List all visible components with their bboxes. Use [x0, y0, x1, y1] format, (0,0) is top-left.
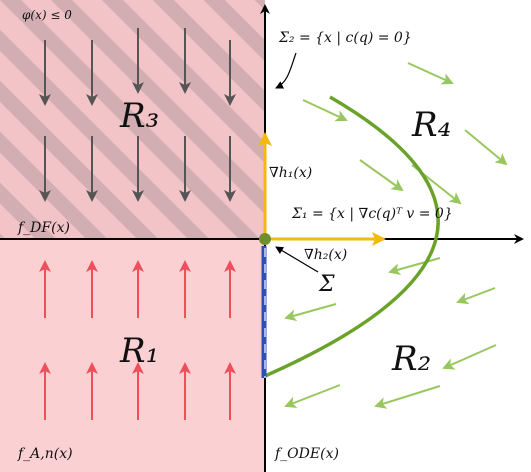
r3-flow-arrows — [39, 28, 236, 202]
flow-arrow — [442, 344, 497, 370]
sigma2-pointer — [275, 52, 297, 89]
grad-h1-label: ∇h₁(x) — [269, 165, 312, 181]
f-an-label: f_A,n(x) — [17, 446, 73, 462]
f-df-label: f_DF(x) — [17, 220, 70, 236]
phi-label: φ(x) ≤ 0 — [22, 8, 72, 22]
sigma-pointer — [275, 246, 319, 273]
flow-arrow — [456, 287, 496, 305]
flow-arrow — [374, 385, 441, 409]
flow-arrow — [284, 384, 341, 408]
flow-arrow — [359, 159, 404, 192]
flow-arrow — [302, 99, 348, 122]
region-r1-label: R₁ — [119, 331, 159, 371]
grad-h2-label: ∇h₂(x) — [304, 247, 347, 263]
sigma2-boundary-curve — [264, 95, 440, 378]
region-r4-label: R₄ — [411, 105, 451, 145]
flow-arrow — [464, 129, 508, 166]
flow-arrow — [388, 257, 441, 276]
flow-arrow — [407, 62, 454, 85]
sigma2-label: Σ₂ = {x | c(q) = 0} — [278, 30, 412, 46]
flow-arrow — [284, 303, 337, 322]
r1-flow-arrows — [39, 260, 236, 420]
sigma1-label: Σ₁ = {x | ∇c(q)ᵀ v = 0} — [291, 206, 453, 222]
region-r2-label: R₂ — [391, 339, 431, 379]
origin-point — [259, 233, 271, 245]
region-r3-label: R₃ — [119, 96, 159, 136]
sigma-label: Σ — [318, 272, 335, 297]
f-ode-label: f_ODE(x) — [274, 446, 339, 462]
